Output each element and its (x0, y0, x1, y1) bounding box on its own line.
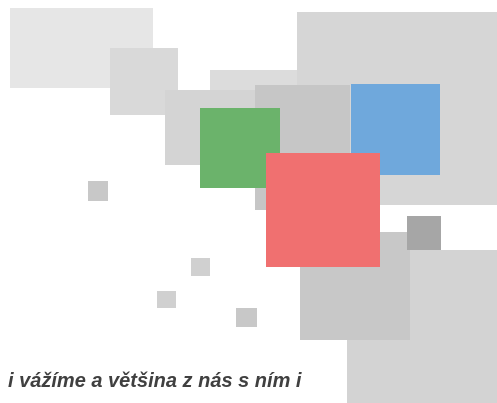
small-square (236, 308, 257, 327)
decoration (0, 0, 497, 403)
page: i vážíme a většina z nás s ním i (0, 0, 497, 403)
small-square (157, 291, 176, 308)
small-square (191, 258, 210, 276)
square (407, 216, 441, 250)
small-square (88, 181, 108, 201)
red-square (266, 153, 380, 267)
caption: i vážíme a většina z nás s ním i (8, 370, 301, 393)
